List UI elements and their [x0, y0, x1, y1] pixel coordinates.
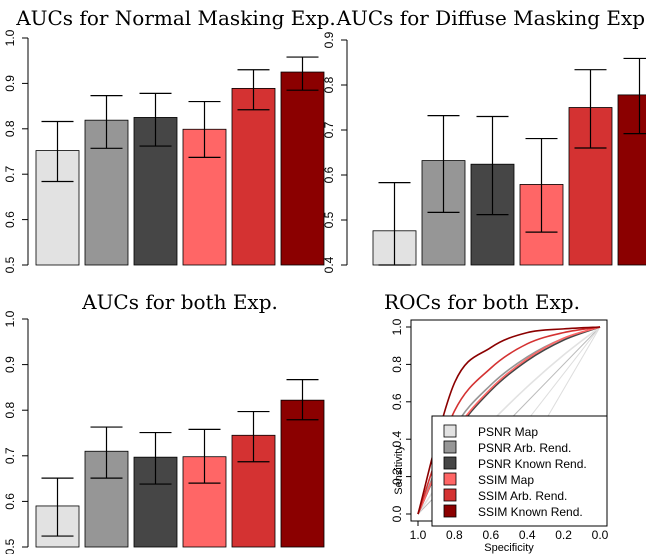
legend-swatch-ssim-known-rend: [443, 504, 457, 518]
y-tick-label: 0.5: [3, 538, 17, 554]
y-tick-label: 0.6: [3, 493, 17, 510]
panel-2-bar-chart: 0.4 0.5 0.6 0.7 0.8 0.9: [322, 31, 646, 273]
legend-swatch-psnr-arb-rend: [443, 440, 457, 454]
bar-ssim-arb-rend: [231, 87, 276, 266]
roc-x-tick-label: 0.8: [446, 528, 463, 542]
legend-swatch-psnr-map: [443, 424, 457, 438]
y-tick-label: 0.8: [3, 120, 17, 137]
legend-swatch-psnr-known-rend: [443, 456, 457, 470]
panel-3-title: AUCs for both Exp.: [81, 290, 278, 314]
legend-swatch-ssim-arb-rend: [443, 488, 457, 502]
y-tick-label: 0.4: [322, 256, 336, 273]
roc-y-tick-label: 1.0: [390, 318, 404, 335]
legend-label-ssim-arb-rend: SSIM Arb. Rend.: [478, 489, 567, 503]
legend-label-psnr-map: PSNR Map: [478, 425, 538, 439]
y-tick-label: 1.0: [3, 29, 17, 46]
roc-y-tick-label: 0.6: [390, 393, 404, 410]
bar-ssim-known-rend: [280, 71, 325, 266]
roc-y-tick-label: 0.8: [390, 356, 404, 373]
legend-label-psnr-arb-rend: PSNR Arb. Rend.: [478, 441, 571, 455]
roc-x-tick-label: 0.0: [592, 528, 609, 542]
y-tick-label: 0.7: [322, 121, 336, 138]
legend-box: [431, 415, 608, 527]
panel-4-title: ROCs for both Exp.: [384, 290, 580, 314]
y-tick-label: 0.8: [3, 402, 17, 419]
y-tick-label: 0.9: [3, 75, 17, 92]
legend: PSNR Map PSNR Arb. Rend. PSNR Known Rend…: [431, 415, 608, 527]
y-tick-label: 0.9: [3, 356, 17, 373]
y-tick-label: 0.5: [322, 211, 336, 228]
roc-x-tick-label: 0.2: [555, 528, 572, 542]
panel-1-bar-chart: 0.5 0.6 0.7 0.8 0.9 1.0: [3, 29, 325, 273]
panel-2-title: AUCs for Diffuse Masking Exp.: [336, 6, 646, 30]
y-tick-label: 0.7: [3, 447, 17, 464]
y-tick-label: 0.5: [3, 256, 17, 273]
roc-y-axis-label: Sensitivity: [393, 445, 405, 495]
y-tick-label: 0.9: [322, 31, 336, 48]
roc-y-tick-label: 0.4: [390, 431, 404, 448]
legend-label-ssim-known-rend: SSIM Known Rend.: [478, 505, 583, 519]
y-tick-label: 0.7: [3, 166, 17, 183]
y-tick-label: 0.6: [322, 166, 336, 183]
legend-label-psnr-known-rend: PSNR Known Rend.: [478, 457, 587, 471]
roc-x-tick-label: 0.4: [519, 528, 536, 542]
panel-3-bar-chart: 0.5 0.6 0.7 0.8 0.9 1.0: [3, 310, 325, 554]
bar-psnr-known-rend: [133, 456, 178, 548]
bar-ssim-known-rend: [617, 94, 646, 266]
roc-x-axis-label: Specificity: [484, 542, 534, 554]
roc-y-tick-label: 0.0: [390, 505, 404, 522]
y-tick-label: 0.6: [3, 211, 17, 228]
roc-x-tick-label: 0.6: [482, 528, 499, 542]
y-tick-label: 1.0: [3, 310, 17, 327]
roc-x-tick-label: 1.0: [410, 528, 427, 542]
legend-swatch-ssim-map: [443, 472, 457, 486]
panel-1-title: AUCs for Normal Masking Exp.: [15, 6, 336, 30]
legend-label-ssim-map: SSIM Map: [478, 473, 534, 487]
roc-y-tick-label: 0.2: [390, 468, 404, 485]
bar-ssim-known-rend: [280, 399, 325, 548]
y-tick-label: 0.8: [322, 76, 336, 93]
